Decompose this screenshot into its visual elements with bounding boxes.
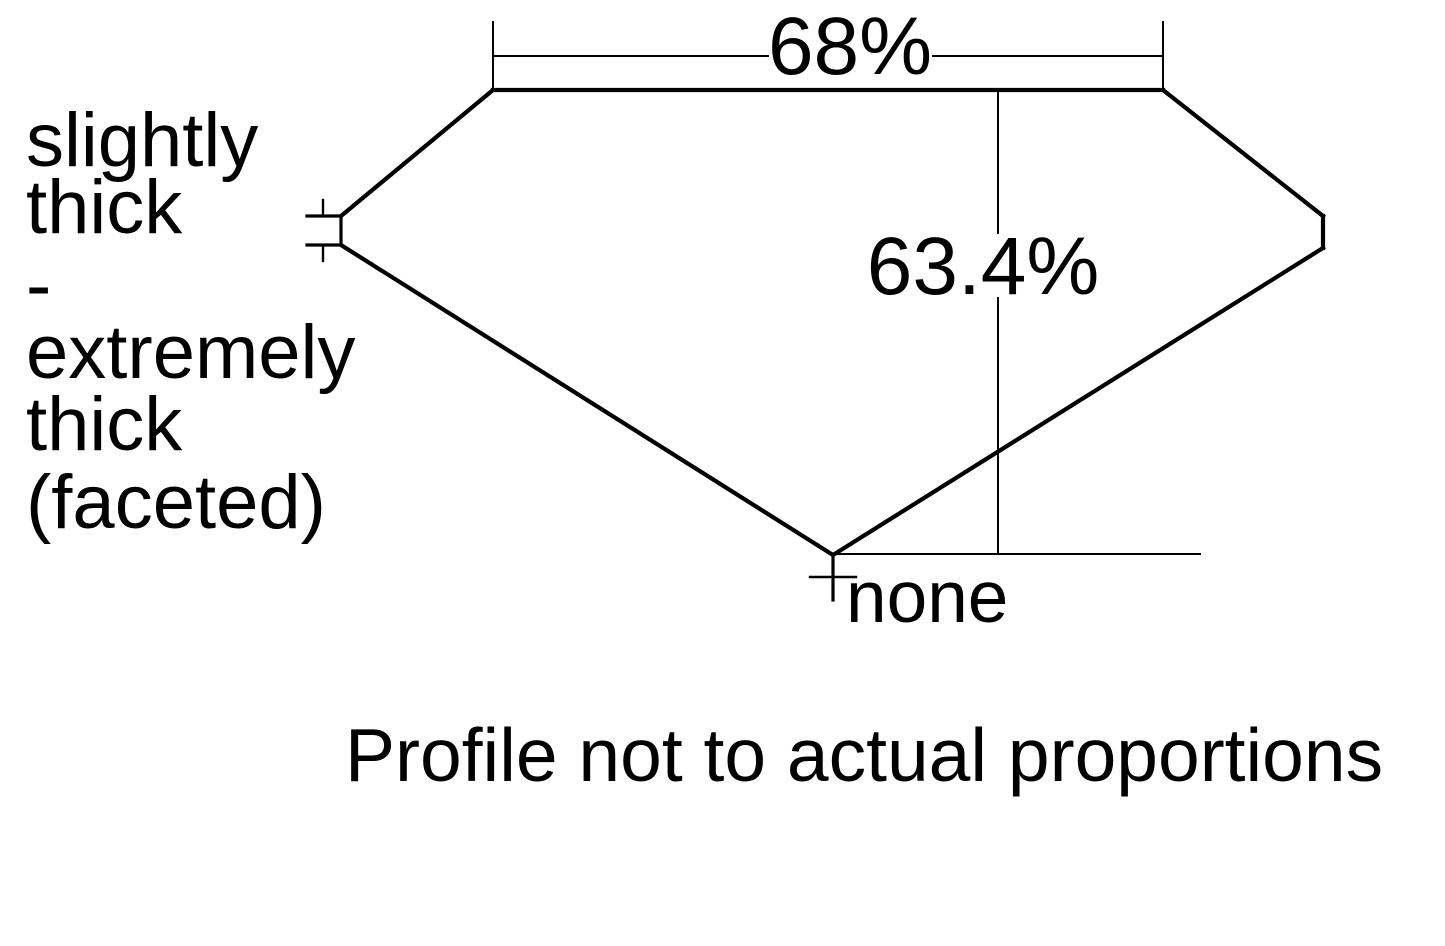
svg-text:68%: 68% — [768, 1, 932, 92]
svg-text:Profile not to actual proporti: Profile not to actual proportions — [345, 713, 1383, 797]
svg-text:63.4%: 63.4% — [867, 221, 1100, 312]
svg-text:(faceted): (faceted) — [26, 460, 326, 545]
svg-text:thick: thick — [26, 165, 183, 250]
svg-text:thick: thick — [26, 382, 183, 467]
svg-text:none: none — [846, 557, 1008, 638]
